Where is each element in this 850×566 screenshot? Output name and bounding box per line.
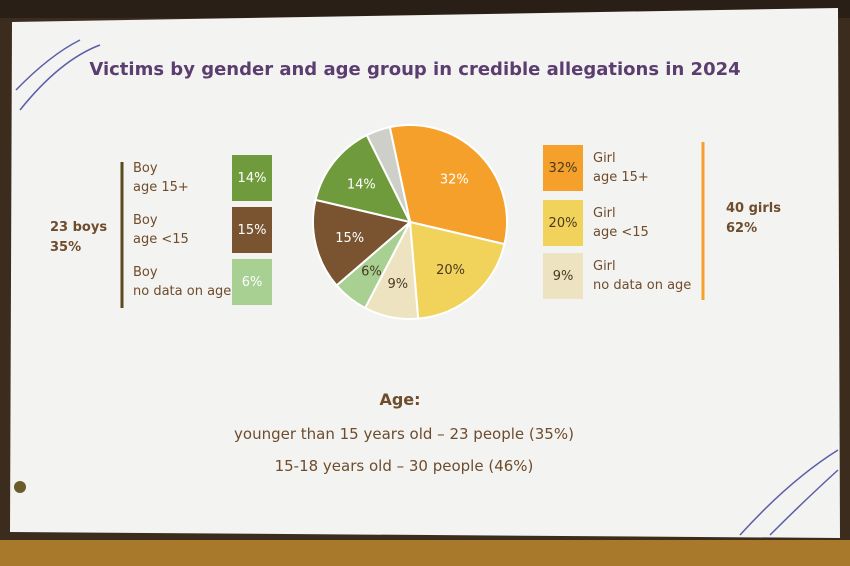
age-heading: Age:: [379, 390, 421, 409]
legend-label: Girl age 15+: [593, 151, 649, 185]
slice-label: 14%: [347, 177, 376, 192]
slice-label: 9%: [387, 277, 408, 292]
legend-swatch: 32%: [543, 145, 583, 191]
legend-swatch: 9%: [543, 253, 583, 299]
legend-label: Girl no data on age: [593, 259, 692, 293]
pie-slice: [388, 124, 508, 246]
chart-title: Victims by gender and age group in credi…: [89, 59, 740, 80]
stage-edge: [0, 540, 850, 566]
deco-curve: [739, 449, 839, 536]
legend-label: Boy age <15: [133, 213, 189, 247]
pie: 32% 20% 9% 6% 15% 14%: [312, 124, 508, 320]
deco-curve: [15, 39, 81, 91]
slice-label: 20%: [436, 263, 465, 278]
pie-slice: [312, 198, 413, 287]
legend-label: Girl age <15: [593, 206, 649, 240]
age-line: younger than 15 years old – 23 people (3…: [234, 425, 574, 443]
pie-slice: [314, 133, 412, 224]
deco-curve: [19, 44, 101, 111]
legend-swatch: 14%: [232, 155, 272, 201]
boys-group: 23 boys 35%: [50, 220, 108, 255]
slice-label: 32%: [440, 173, 469, 188]
slice-label: 15%: [335, 231, 364, 246]
pie-slice: [365, 125, 411, 223]
girls-group: 40 girls 62%: [726, 201, 781, 236]
age-line: 15-18 years old – 30 people (46%): [274, 457, 534, 475]
slice-label: 6%: [361, 265, 382, 280]
legend-label: Boy age 15+: [133, 161, 189, 195]
legend-swatch: 6%: [232, 259, 272, 305]
deco-curve: [769, 469, 839, 536]
legend-swatch: 15%: [232, 207, 272, 253]
legend-swatch: 20%: [543, 200, 583, 246]
dot: [14, 481, 26, 493]
legend-label: Boy no data on age: [133, 265, 232, 299]
pie-slice: [408, 220, 506, 320]
